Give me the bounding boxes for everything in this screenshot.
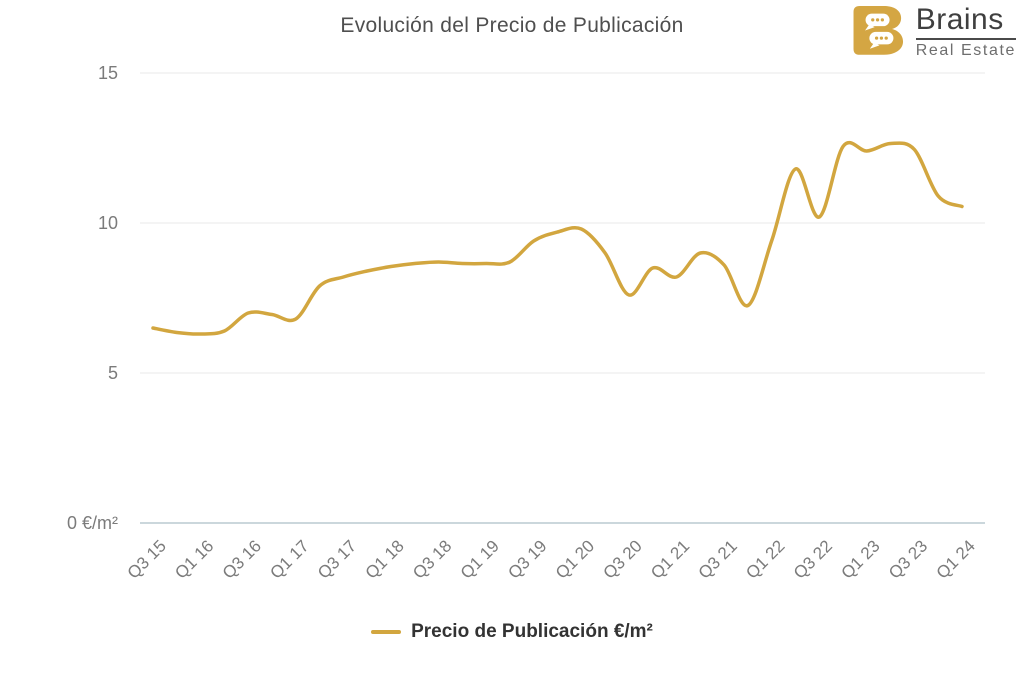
x-axis-tick-label: Q1 20 — [552, 536, 598, 582]
x-axis-tick-label: Q3 17 — [314, 536, 360, 582]
y-axis-tick-label: 15 — [98, 63, 118, 83]
x-axis-tick-label: Q1 19 — [457, 536, 503, 582]
x-axis-tick-label: Q1 21 — [647, 536, 693, 582]
chart-title: Evolución del Precio de Publicación — [340, 14, 684, 37]
brains-b-speech-bubbles-icon — [853, 5, 903, 55]
y-axis-tick-label: 5 — [108, 363, 118, 383]
price-series-line[interactable] — [151, 140, 964, 336]
brand-name: Brains — [915, 5, 1016, 40]
x-axis-tick-label: Q3 16 — [219, 536, 265, 582]
legend-line-swatch — [371, 630, 402, 634]
x-axis-tick-label: Q3 22 — [790, 536, 836, 582]
x-axis-tick-label: Q3 21 — [695, 536, 741, 582]
brand-wordmark: Brains Real Estate — [915, 5, 1016, 60]
x-axis-tick-label: Q1 17 — [266, 536, 312, 582]
x-axis-tick-label: Q3 15 — [124, 536, 170, 582]
x-axis-tick-label: Q3 20 — [600, 536, 646, 582]
brand-subtitle: Real Estate — [915, 42, 1016, 59]
x-axis-tick-label: Q1 16 — [171, 536, 217, 582]
legend-item[interactable]: Precio de Publicación €/m² — [0, 621, 1024, 643]
x-axis-tick-label: Q3 18 — [409, 536, 455, 582]
legend-label: Precio de Publicación €/m² — [411, 621, 653, 642]
x-axis-tick-label: Q3 23 — [885, 536, 931, 582]
x-axis-tick-label: Q1 18 — [362, 536, 408, 582]
x-axis-tick-label: Q1 24 — [933, 536, 979, 582]
y-axis-tick-label: 10 — [98, 213, 118, 233]
x-axis-tick-label: Q3 19 — [504, 536, 550, 582]
y-axis-tick-label: 0 €/m² — [67, 513, 118, 533]
x-axis-tick-label: Q1 22 — [742, 536, 788, 582]
brand-logo: Brains Real Estate — [851, 5, 1016, 60]
x-axis-tick-label: Q1 23 — [837, 536, 883, 582]
